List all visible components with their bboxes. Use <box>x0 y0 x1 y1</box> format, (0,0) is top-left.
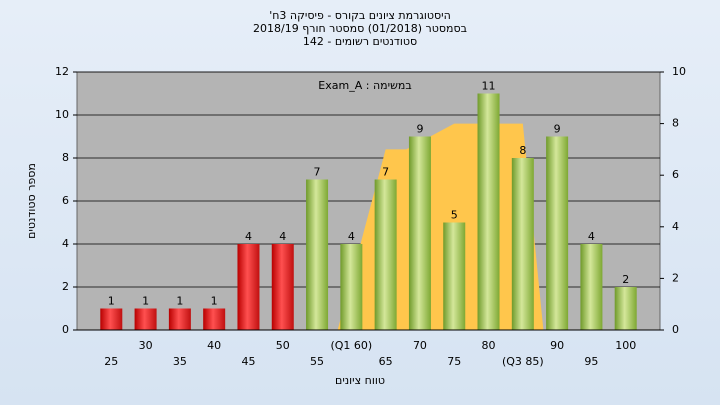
x-tick-label: 35 <box>173 355 187 368</box>
y-tick-label: 6 <box>62 194 69 207</box>
x-tick-label: 75 <box>447 355 461 368</box>
bar <box>580 244 603 330</box>
x-tick-label: 80 <box>482 339 496 352</box>
x-tick-label: 70 <box>413 339 427 352</box>
y-tick-label: 4 <box>62 237 69 250</box>
y-tick-label: 12 <box>55 65 69 78</box>
x-tick-label: 40 <box>207 339 221 352</box>
data-label: 1 <box>142 295 149 308</box>
data-label: 1 <box>108 295 115 308</box>
data-label: 9 <box>554 123 561 136</box>
chart-title: היסטוגרמת ציונים בקורס - פיסיקה 3ח' <box>269 9 451 22</box>
bar <box>408 136 431 330</box>
x-tick-label: 45 <box>241 355 255 368</box>
x-tick-label: 90 <box>550 339 564 352</box>
bar <box>134 308 157 330</box>
chart-subtitle: סטודנטים רשומים - 142 <box>303 35 417 48</box>
y-tick-label: 10 <box>55 108 69 121</box>
x-tick-label: 30 <box>139 339 153 352</box>
y2-tick-label: 0 <box>672 323 679 336</box>
bar <box>237 244 260 330</box>
x-tick-label: (Q3 85) <box>502 355 544 368</box>
y2-tick-label: 2 <box>672 271 679 284</box>
data-label: 4 <box>245 230 252 243</box>
y2-tick-label: 10 <box>672 65 686 78</box>
data-label: 2 <box>622 273 629 286</box>
data-label: 7 <box>314 166 321 179</box>
bar <box>306 179 329 330</box>
bar <box>271 244 294 330</box>
annotation: במשימה : Exam_A <box>318 79 411 92</box>
x-tick-label: 95 <box>584 355 598 368</box>
data-label: 4 <box>588 230 595 243</box>
x-axis-label: טווח ציונים <box>335 374 385 387</box>
data-label: 4 <box>279 230 286 243</box>
data-label: 9 <box>416 123 423 136</box>
data-label: 5 <box>451 209 458 222</box>
bar <box>168 308 191 330</box>
bar <box>443 222 466 330</box>
data-label: 1 <box>211 295 218 308</box>
bar <box>614 287 637 330</box>
data-label: 1 <box>176 295 183 308</box>
x-tick-label: 100 <box>615 339 636 352</box>
bar <box>340 244 363 330</box>
x-tick-label: 50 <box>276 339 290 352</box>
annotation-box <box>310 77 420 95</box>
bar <box>203 308 226 330</box>
x-tick-label: (Q1 60) <box>330 339 372 352</box>
data-label: 4 <box>348 230 355 243</box>
x-tick-label: 55 <box>310 355 324 368</box>
chart-subtitle: בסמסטר (01/2018) סמסטר חורף 2018/19 <box>253 22 467 35</box>
bar <box>477 93 500 330</box>
bar <box>511 158 534 330</box>
data-label: 8 <box>519 144 526 157</box>
y-tick-label: 2 <box>62 280 69 293</box>
y-axis-label: מספר סטודנטים <box>25 163 38 239</box>
data-label: 11 <box>482 80 496 93</box>
bar <box>546 136 569 330</box>
y-tick-label: 0 <box>62 323 69 336</box>
data-label: 7 <box>382 166 389 179</box>
y2-tick-label: 4 <box>672 220 679 233</box>
bar <box>100 308 123 330</box>
bar <box>374 179 397 330</box>
y2-tick-label: 6 <box>672 168 679 181</box>
y-tick-label: 8 <box>62 151 69 164</box>
x-tick-label: 25 <box>104 355 118 368</box>
x-tick-label: 65 <box>379 355 393 368</box>
y2-tick-label: 8 <box>672 117 679 130</box>
